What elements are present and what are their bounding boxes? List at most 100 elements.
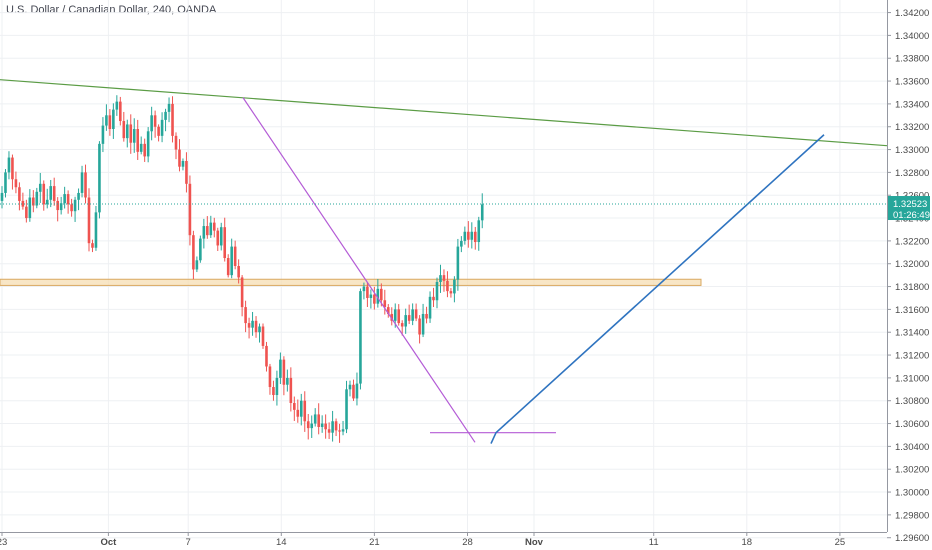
candle <box>414 303 418 322</box>
price-tick-label: 1.32200 <box>895 236 929 247</box>
candle <box>87 188 91 252</box>
candle <box>254 316 258 338</box>
price-tick-label: 1.33600 <box>895 77 929 88</box>
candle-body <box>327 429 331 433</box>
candle <box>421 303 425 338</box>
candle-body <box>421 313 425 335</box>
candle <box>355 372 359 406</box>
candle-body <box>359 291 362 384</box>
price-tick-label: 1.31800 <box>895 282 929 293</box>
candle <box>327 422 331 440</box>
candle <box>453 276 456 303</box>
candle <box>362 282 366 300</box>
candle-body <box>380 288 383 301</box>
candle <box>192 230 195 280</box>
candle-body <box>87 197 91 244</box>
candle-body <box>282 359 286 385</box>
uptrend-line[interactable] <box>490 134 825 444</box>
candle <box>265 341 268 372</box>
candle-body <box>480 204 484 221</box>
candle-body <box>237 266 240 278</box>
candle-body <box>348 384 352 390</box>
candle-body <box>233 246 237 267</box>
candle-body <box>98 143 101 213</box>
candle <box>467 221 470 248</box>
candle <box>226 254 230 278</box>
candle-body <box>414 309 418 319</box>
candle <box>442 269 446 292</box>
candle-body <box>352 384 355 399</box>
support-zone[interactable] <box>0 278 702 286</box>
candle-body <box>463 231 467 241</box>
candle <box>150 106 153 141</box>
candle-body <box>49 186 53 200</box>
price-tick-label: 1.31200 <box>895 351 929 362</box>
candle-body <box>313 414 317 424</box>
candle-body <box>460 240 463 247</box>
candle-body <box>129 124 133 143</box>
candle <box>112 103 115 139</box>
candle-body <box>240 277 244 308</box>
candle-body <box>18 187 21 201</box>
candle-body <box>397 309 401 324</box>
candle-body <box>407 315 411 321</box>
time-tick-label: 7 <box>186 537 191 548</box>
candle-body <box>345 389 348 430</box>
candle-body <box>383 300 387 308</box>
candle <box>296 399 300 423</box>
candle <box>470 222 474 249</box>
time-tick-label: 11 <box>649 537 659 548</box>
downtrend-line[interactable] <box>242 97 476 443</box>
price-axis[interactable] <box>887 0 932 550</box>
candle <box>275 370 279 406</box>
candle <box>115 95 119 116</box>
candle-body <box>296 409 300 417</box>
price-tick-label: 1.33200 <box>895 122 929 133</box>
bar-countdown: 01:26:49 <box>893 210 930 221</box>
candle-body <box>91 243 94 248</box>
resistance-trendline[interactable] <box>0 79 888 147</box>
candle <box>219 222 223 251</box>
candle <box>279 352 282 385</box>
candle-body <box>393 309 397 321</box>
candle <box>94 205 98 251</box>
candle-body <box>467 231 470 240</box>
candle-body <box>143 143 146 157</box>
candle <box>42 180 46 211</box>
price-tick-label: 1.29600 <box>895 533 929 544</box>
candle-body <box>456 246 460 280</box>
candle-body <box>244 307 247 324</box>
price-tick-label: 1.33800 <box>895 54 929 65</box>
candle-body <box>70 204 73 212</box>
candle-body <box>146 131 150 157</box>
candle <box>369 289 373 309</box>
candle <box>202 218 206 249</box>
candle-body <box>21 200 25 207</box>
candle-body <box>310 423 314 429</box>
candle-body <box>449 291 453 294</box>
candle <box>411 303 414 326</box>
candle-body <box>230 246 233 276</box>
candle-body <box>35 191 39 206</box>
candle-body <box>167 103 171 112</box>
candle-body <box>369 294 373 298</box>
candle <box>209 215 213 238</box>
candle <box>216 227 220 251</box>
candles <box>0 95 484 443</box>
price-tick-label: 1.32000 <box>895 259 929 270</box>
candle <box>66 190 70 214</box>
candle <box>317 403 320 435</box>
candle-body <box>59 203 63 211</box>
candle-body <box>223 227 227 259</box>
candle-body <box>317 414 320 427</box>
candle <box>38 172 42 203</box>
candle <box>341 420 345 436</box>
candle-body <box>366 286 369 298</box>
candle-body <box>446 280 449 292</box>
candle <box>251 311 254 336</box>
price-tick-label: 1.30200 <box>895 465 929 476</box>
candle-body <box>136 129 140 152</box>
candle-body <box>188 183 192 236</box>
candle <box>463 226 467 245</box>
